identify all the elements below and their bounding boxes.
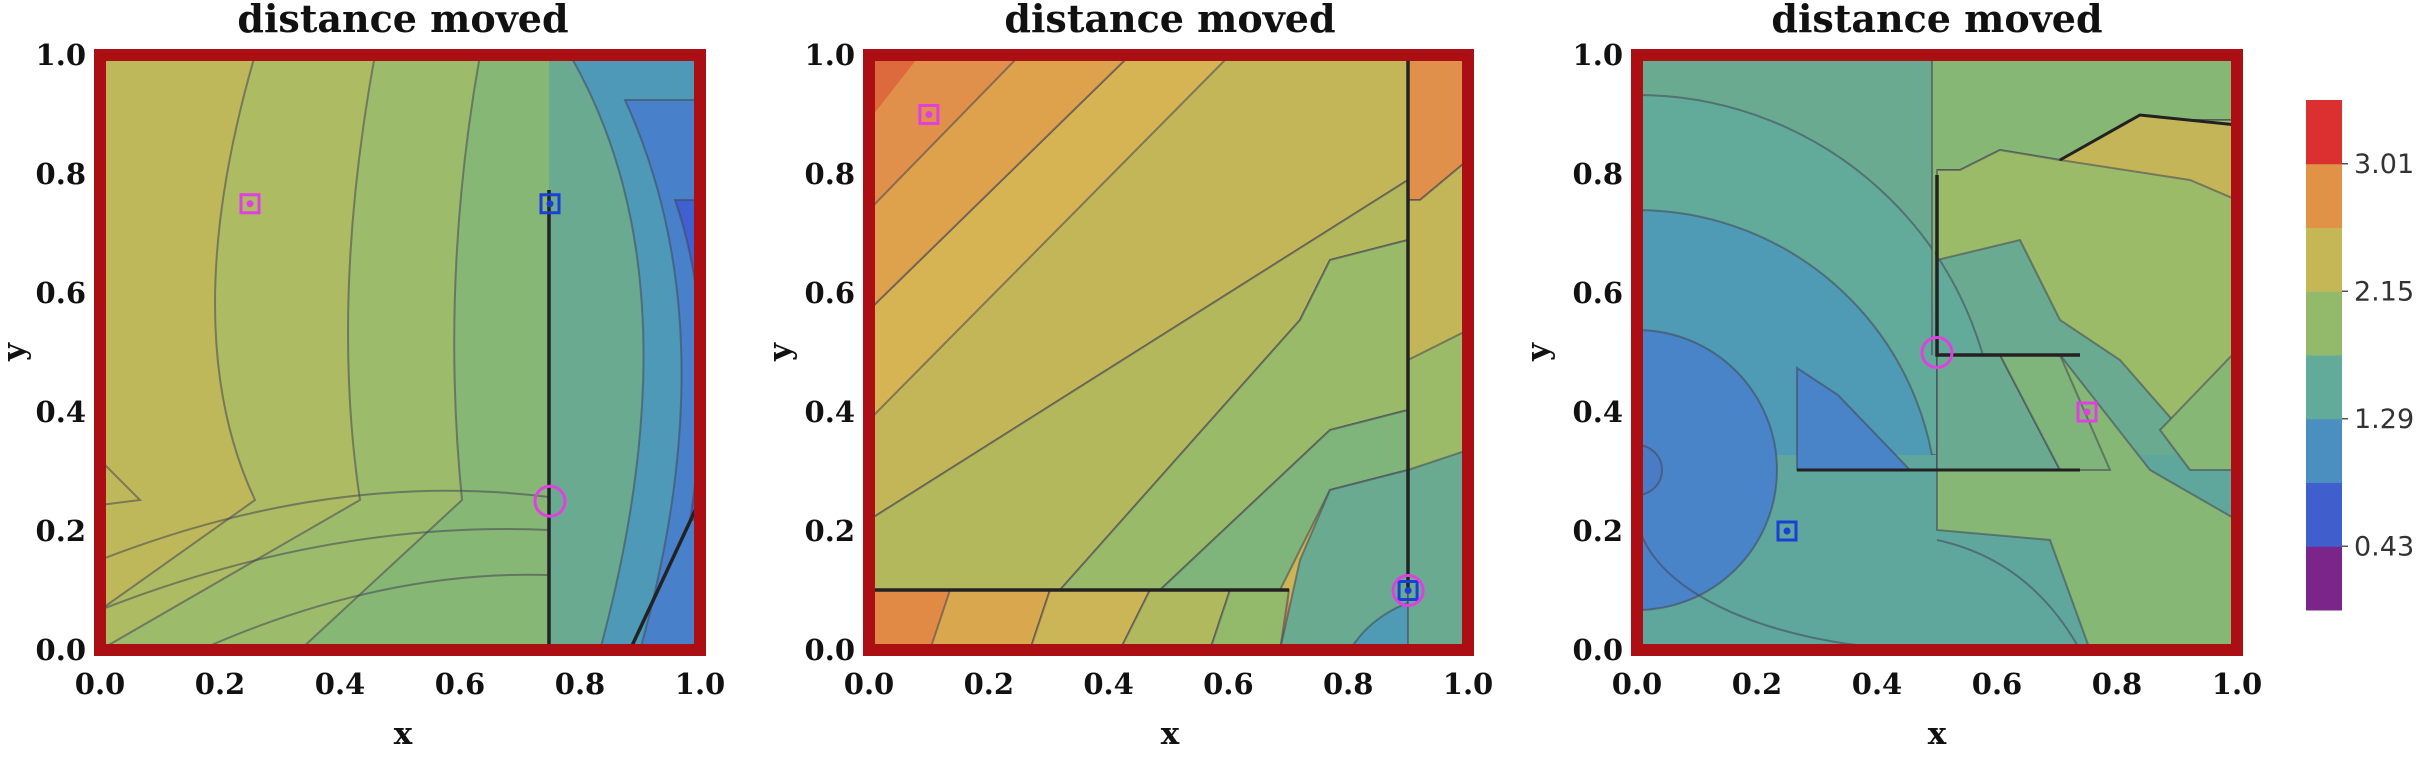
x-tick-label: 0.4	[315, 667, 365, 701]
panel-1: distance moved 0.0 0.2 0.4 0.6 0.8 1.00.00.20…	[0, 0, 725, 752]
x-tick-label: 0.8	[555, 667, 605, 701]
x-tick-label: 0.6	[1203, 667, 1253, 701]
x-tick-label: 0.4	[1852, 667, 1902, 701]
y-tick-label: 0.0	[36, 633, 86, 667]
panel-1-frame	[94, 49, 706, 656]
y-tick-label: 0.8	[1573, 157, 1623, 191]
y-tick-label: 0.6	[1573, 276, 1623, 310]
y-tick-label: 1.0	[36, 38, 86, 72]
colorbar-segment	[2306, 355, 2342, 420]
x-tick-label: 0.6	[435, 667, 485, 701]
y-tick-label: 0.8	[805, 157, 855, 191]
square-marker	[918, 104, 940, 125]
x-tick-label: 0.2	[195, 667, 245, 701]
panel-2-markers	[918, 104, 1425, 607]
colorbar-segment	[2306, 546, 2342, 611]
x-tick-label: 0.0	[1612, 667, 1662, 701]
x-tick-label: 0.6	[1972, 667, 2022, 701]
panel-2-title: distance moved	[1004, 0, 1335, 41]
x-tick-label: 0.4	[1083, 667, 1133, 701]
x-tick-label: 0.0	[75, 667, 125, 701]
panel-1-ylabel: y	[0, 342, 32, 362]
square-marker	[239, 193, 261, 215]
panel-3-frame	[1631, 49, 2243, 656]
panel-1-ticks: 0.0 0.2 0.4 0.6 0.8 1.0 0.0 0.2 0.4 0.6 0.8 1.0	[36, 38, 726, 701]
colorbar-segment	[2306, 482, 2342, 547]
panel-2-ticks: 0.0 0.2 0.4 0.6 0.8 1.0 0.0 0.2 0.4 0.6 0.8 1.0	[805, 38, 1494, 701]
square-marker-dot	[1404, 587, 1412, 594]
colorbar-label: 2.15	[2354, 276, 2414, 307]
panel-1-markers	[239, 193, 567, 518]
square-marker-dot	[246, 200, 254, 208]
x-tick-label: 0.2	[1732, 667, 1782, 701]
panel-1-contour-field	[100, 55, 700, 650]
x-tick-label: 1.0	[675, 667, 725, 701]
colorbar-segment	[2306, 418, 2342, 483]
y-tick-label: 0.0	[805, 633, 855, 667]
y-tick-label: 1.0	[805, 38, 855, 72]
colorbar-segment	[2306, 100, 2342, 165]
y-tick-label: 0.0	[1573, 633, 1623, 667]
panel-2-contour-field	[869, 55, 1468, 650]
x-tick-label: 0.8	[1323, 667, 1373, 701]
panel-3-contour-field	[1637, 55, 2237, 650]
square-marker	[1397, 580, 1419, 601]
x-tick-label: 0.8	[2092, 667, 2142, 701]
colorbar-label: 3.01	[2354, 149, 2414, 180]
square-marker-dot	[925, 111, 933, 118]
y-tick-label: 0.4	[805, 395, 855, 429]
circle-marker	[1391, 574, 1425, 607]
square-marker	[539, 193, 561, 215]
y-tick-label: 0.2	[805, 514, 855, 548]
panel-2-ylabel: y	[762, 342, 798, 362]
panel-1-xlabel: x	[394, 716, 413, 752]
panel-2-xlabel: x	[1161, 716, 1180, 752]
panel-2: distance moved 0.0 0.2 0.4 0.6	[762, 0, 1493, 752]
colorbar-label: 0.43	[2354, 531, 2414, 562]
y-tick-label: 0.8	[36, 157, 86, 191]
colorbar-segment	[2306, 291, 2342, 356]
panel-3-ticks: 0.0 0.2 0.4 0.6 0.8 1.0 0.0 0.2 0.4 0.6 0.8 1.0	[1573, 38, 2263, 701]
colorbar-label: 1.29	[2354, 404, 2414, 435]
square-marker-dot	[1783, 527, 1791, 535]
panel-2-frame	[863, 49, 1474, 656]
x-tick-label: 1.0	[1443, 667, 1493, 701]
panel-3-title: distance moved	[1771, 0, 2102, 41]
colorbar-segment	[2306, 227, 2342, 292]
panel-3-ylabel: y	[1520, 342, 1556, 362]
colorbar-segment	[2306, 163, 2342, 228]
panel-3: distance moved 0.0 0.2 0.4 0.6 0.8 1.00.00.20…	[1520, 0, 2262, 752]
square-marker-dot	[546, 200, 554, 208]
y-tick-label: 0.2	[36, 514, 86, 548]
x-tick-label: 0.2	[964, 667, 1014, 701]
x-tick-label: 0.0	[844, 667, 894, 701]
square-marker-dot	[2083, 408, 2091, 416]
y-tick-label: 0.2	[1573, 514, 1623, 548]
colorbar: 3.01 2.15 1.29 0.43	[2306, 100, 2414, 611]
y-tick-label: 0.6	[36, 276, 86, 310]
circle-marker	[1920, 336, 1954, 369]
y-tick-label: 0.6	[805, 276, 855, 310]
panel-3-xlabel: x	[1928, 716, 1947, 752]
panel-3-markers	[1776, 336, 2098, 542]
square-marker	[1776, 520, 1798, 542]
y-tick-label: 1.0	[1573, 38, 1623, 72]
circle-marker	[533, 484, 567, 518]
x-tick-label: 1.0	[2212, 667, 2262, 701]
y-tick-label: 0.4	[36, 395, 86, 429]
y-tick-label: 0.4	[1573, 395, 1623, 429]
square-marker	[2076, 401, 2098, 423]
panel-1-title: distance moved	[237, 0, 568, 41]
